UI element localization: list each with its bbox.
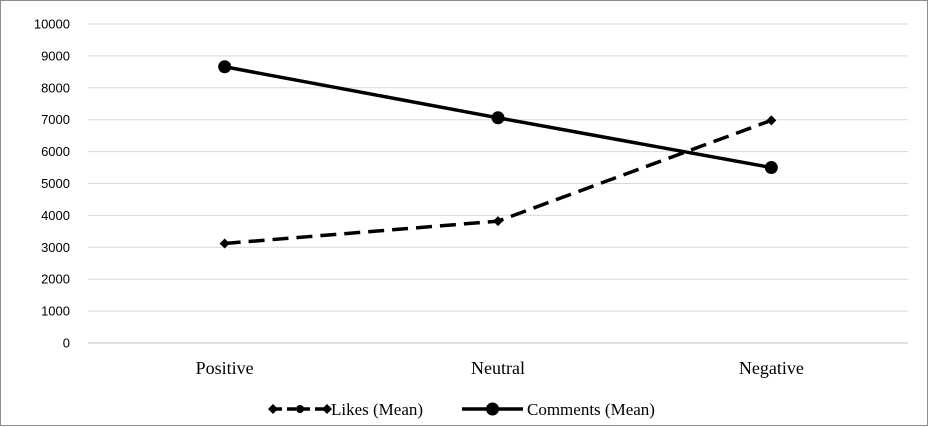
- diamond-marker: [766, 115, 777, 126]
- y-tick-label: 1000: [41, 304, 70, 319]
- x-tick-label: Neutral: [471, 358, 525, 378]
- y-tick-label: 8000: [41, 80, 70, 95]
- legend-label-1: Comments (Mean): [527, 400, 655, 419]
- circle-marker: [218, 60, 232, 74]
- y-tick-label: 3000: [41, 240, 70, 255]
- y-tick-label: 0: [63, 336, 70, 351]
- diamond-marker: [493, 216, 503, 227]
- circle-marker: [764, 161, 778, 175]
- y-tick-label: 5000: [41, 176, 70, 191]
- diamond-marker: [219, 238, 230, 249]
- legend-label-0: Likes (Mean): [331, 400, 423, 419]
- y-tick-label: 10000: [34, 17, 70, 32]
- legend-circle-marker: [296, 405, 304, 413]
- circle-marker: [491, 111, 505, 125]
- y-tick-label: 9000: [41, 48, 70, 63]
- legend-circle-marker: [486, 402, 499, 416]
- y-tick-label: 7000: [41, 112, 70, 127]
- y-tick-label: 4000: [41, 208, 70, 223]
- series-group: [218, 60, 778, 249]
- legend-diamond-marker: [322, 404, 332, 414]
- x-tick-label: Positive: [196, 358, 254, 378]
- y-tick-label: 6000: [41, 144, 70, 159]
- y-tick-label: 2000: [41, 272, 70, 287]
- legend-diamond-marker: [268, 404, 278, 414]
- x-tick-label: Negative: [739, 358, 804, 378]
- x-axis-tick-labels: Positive Neutral Negative: [196, 358, 804, 378]
- legend: Likes (Mean) Comments (Mean): [268, 400, 655, 419]
- y-axis-tick-labels: 0 1000 2000 3000 4000 5000 6000 7000 8000 9000 100…: [34, 17, 70, 351]
- gridlines: [88, 23, 908, 344]
